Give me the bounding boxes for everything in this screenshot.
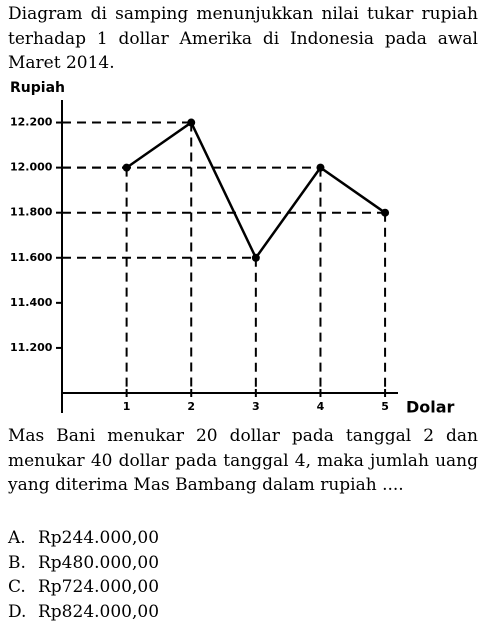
x-tick-label: 4 <box>317 400 325 413</box>
x-tick-label: 2 <box>187 400 195 413</box>
option-text: Rp724.000,00 <box>38 577 160 597</box>
y-axis-label: Rupiah <box>10 80 65 96</box>
x-axis-label: Dolar <box>406 398 455 417</box>
option-letter: D. <box>8 601 27 622</box>
data-point <box>316 163 325 172</box>
question-body: Mas Bani menukar 20 dollar pada tanggal … <box>8 426 478 495</box>
data-point <box>251 253 260 262</box>
data-point <box>122 163 131 172</box>
y-tick-label: 12.200 <box>10 116 53 129</box>
data-point <box>381 208 390 217</box>
option-letter: A. <box>8 528 26 548</box>
x-tick-label: 1 <box>123 400 131 413</box>
data-line <box>125 120 386 261</box>
option-letter: C. <box>8 577 26 597</box>
option-text: Rp244.000,00 <box>38 528 160 548</box>
question-intro: Diagram di samping menunjukkan nilai tuk… <box>8 4 478 73</box>
y-tick-label: 11.600 <box>10 251 53 264</box>
x-tick-label: 5 <box>381 400 389 413</box>
y-tick-label: 11.400 <box>10 296 53 309</box>
option: D. Rp824.000,00 <box>8 600 159 625</box>
option: C. Rp724.000,00 <box>8 575 159 600</box>
option-letter: B. <box>8 552 26 573</box>
y-tick-label: 12.000 <box>10 161 53 174</box>
x-tick-label: 3 <box>252 400 260 413</box>
option-text: Rp824.000,00 <box>38 601 160 622</box>
data-point <box>187 118 196 127</box>
option: B. Rp480.000,00 <box>8 551 159 576</box>
option-text: Rp480.000,00 <box>38 552 160 573</box>
y-tick-label: 11.800 <box>10 206 53 219</box>
option: A. Rp244.000,00 <box>8 526 159 551</box>
y-tick-label: 11.200 <box>10 341 53 354</box>
